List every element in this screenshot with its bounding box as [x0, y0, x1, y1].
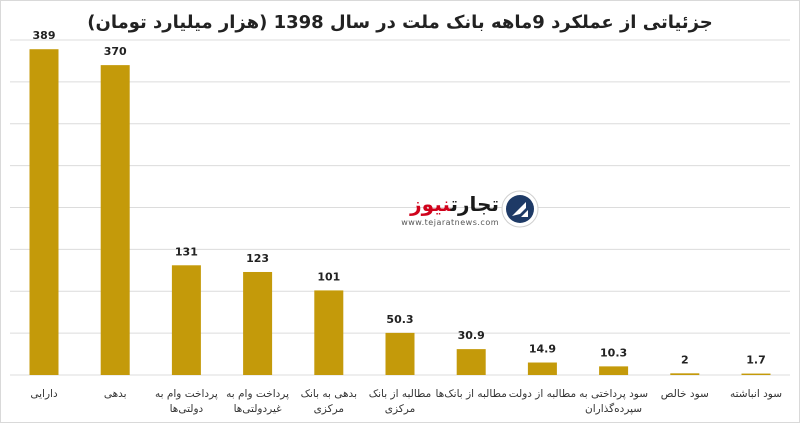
value-label-0: 389	[33, 29, 56, 42]
value-label-7: 14.9	[529, 343, 556, 356]
bar-10	[741, 373, 771, 375]
tejarat-news-watermark: تجارتنیوز www.tejaratnews.com	[393, 186, 543, 236]
value-label-6: 30.9	[458, 329, 485, 342]
bar-4	[314, 290, 344, 375]
category-label-8: سود پرداختی به سپرده‌گذاران	[579, 388, 648, 415]
chart-title: جزئیاتی از عملکرد 9ماهه بانک ملت در سال …	[87, 12, 713, 33]
bar-2	[171, 265, 201, 375]
bar-0	[29, 49, 59, 376]
value-label-4: 101	[317, 270, 340, 283]
watermark-name-dark: تجارت	[450, 192, 499, 216]
category-label-7: مطالبه از دولت	[509, 388, 576, 400]
watermark-name-red: نیوز	[410, 192, 451, 216]
bar-6	[456, 349, 486, 375]
bar-8	[599, 366, 629, 375]
category-label-9: سود خالص	[661, 388, 709, 400]
value-label-3: 123	[246, 252, 269, 265]
tejarat-logo-icon	[501, 190, 539, 228]
bar-5	[385, 332, 415, 375]
value-label-1: 370	[104, 45, 127, 58]
category-label-0: دارایی	[30, 388, 58, 400]
value-label-9: 2	[681, 353, 689, 366]
value-label-10: 1.7	[746, 354, 766, 367]
category-label-5: مطالبه از بانک مرکزی	[369, 388, 432, 415]
category-label-3: پرداخت وام به غیردولتی‌ها	[226, 388, 289, 415]
value-label-5: 50.3	[386, 313, 413, 326]
bars	[29, 49, 771, 376]
category-label-1: بدهی	[104, 388, 127, 400]
bar-3	[243, 271, 273, 375]
category-label-4: بدهی به بانک مرکزی	[301, 388, 357, 415]
watermark-name: تجارتنیوز	[410, 192, 499, 216]
category-label-6: مطالبه از بانک‌ها	[436, 388, 507, 400]
value-label-8: 10.3	[600, 346, 627, 359]
value-label-2: 131	[175, 245, 198, 258]
bar-9	[670, 373, 700, 375]
watermark-url: www.tejaratnews.com	[401, 218, 499, 227]
bar-1	[100, 65, 130, 375]
category-label-2: پرداخت وام به دولتی‌ها	[155, 388, 218, 415]
category-label-10: سود انباشته	[730, 388, 782, 400]
labels: 389 دارایی 370 بدهی 131 پرداخت وام به دولتی‌ها…	[30, 29, 782, 415]
bar-7	[527, 362, 557, 375]
